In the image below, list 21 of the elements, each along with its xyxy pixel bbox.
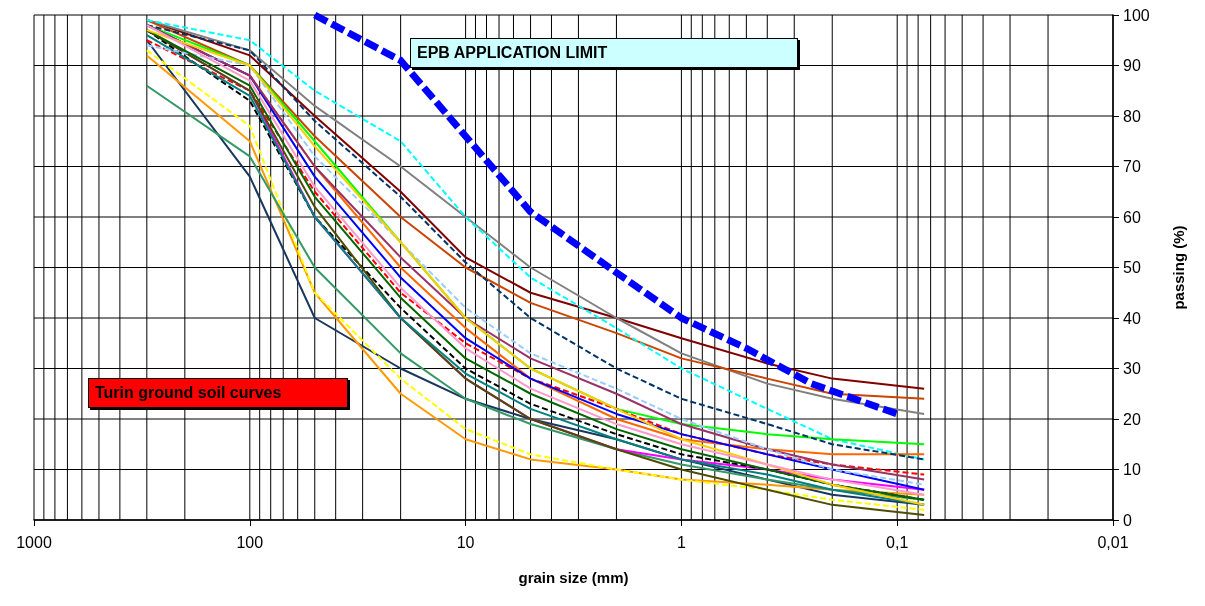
y-tick-label: 40 <box>1123 309 1141 327</box>
note-box: EPB APPLICATION LIMIT <box>410 38 798 68</box>
y-tick-label: 70 <box>1123 158 1141 175</box>
y-tick-label: 50 <box>1123 259 1141 276</box>
y-tick-label: 100 <box>1123 6 1150 24</box>
x-axis-title: grain size (mm) <box>518 569 629 586</box>
x-tick-label: 100 <box>236 533 264 551</box>
note-box: Turin ground soil curves <box>88 378 348 408</box>
y-tick-label: 20 <box>1123 410 1141 428</box>
y-tick-label: 80 <box>1123 107 1141 125</box>
x-tick-label: 0,1 <box>886 533 909 551</box>
y-tick-label: 30 <box>1123 360 1141 377</box>
y-tick-label: 60 <box>1123 208 1141 226</box>
y-axis-title: passing (%) <box>1170 225 1187 310</box>
x-tick-label: 1000 <box>16 533 52 551</box>
y-tick-label: 90 <box>1123 57 1141 74</box>
x-tick-label: 1 <box>676 533 686 551</box>
x-tick-label: 10 <box>456 533 475 551</box>
y-tick-label: 0 <box>1123 511 1132 529</box>
y-tick-label: 10 <box>1123 461 1141 478</box>
x-tick-label: 0,01 <box>1097 533 1129 551</box>
